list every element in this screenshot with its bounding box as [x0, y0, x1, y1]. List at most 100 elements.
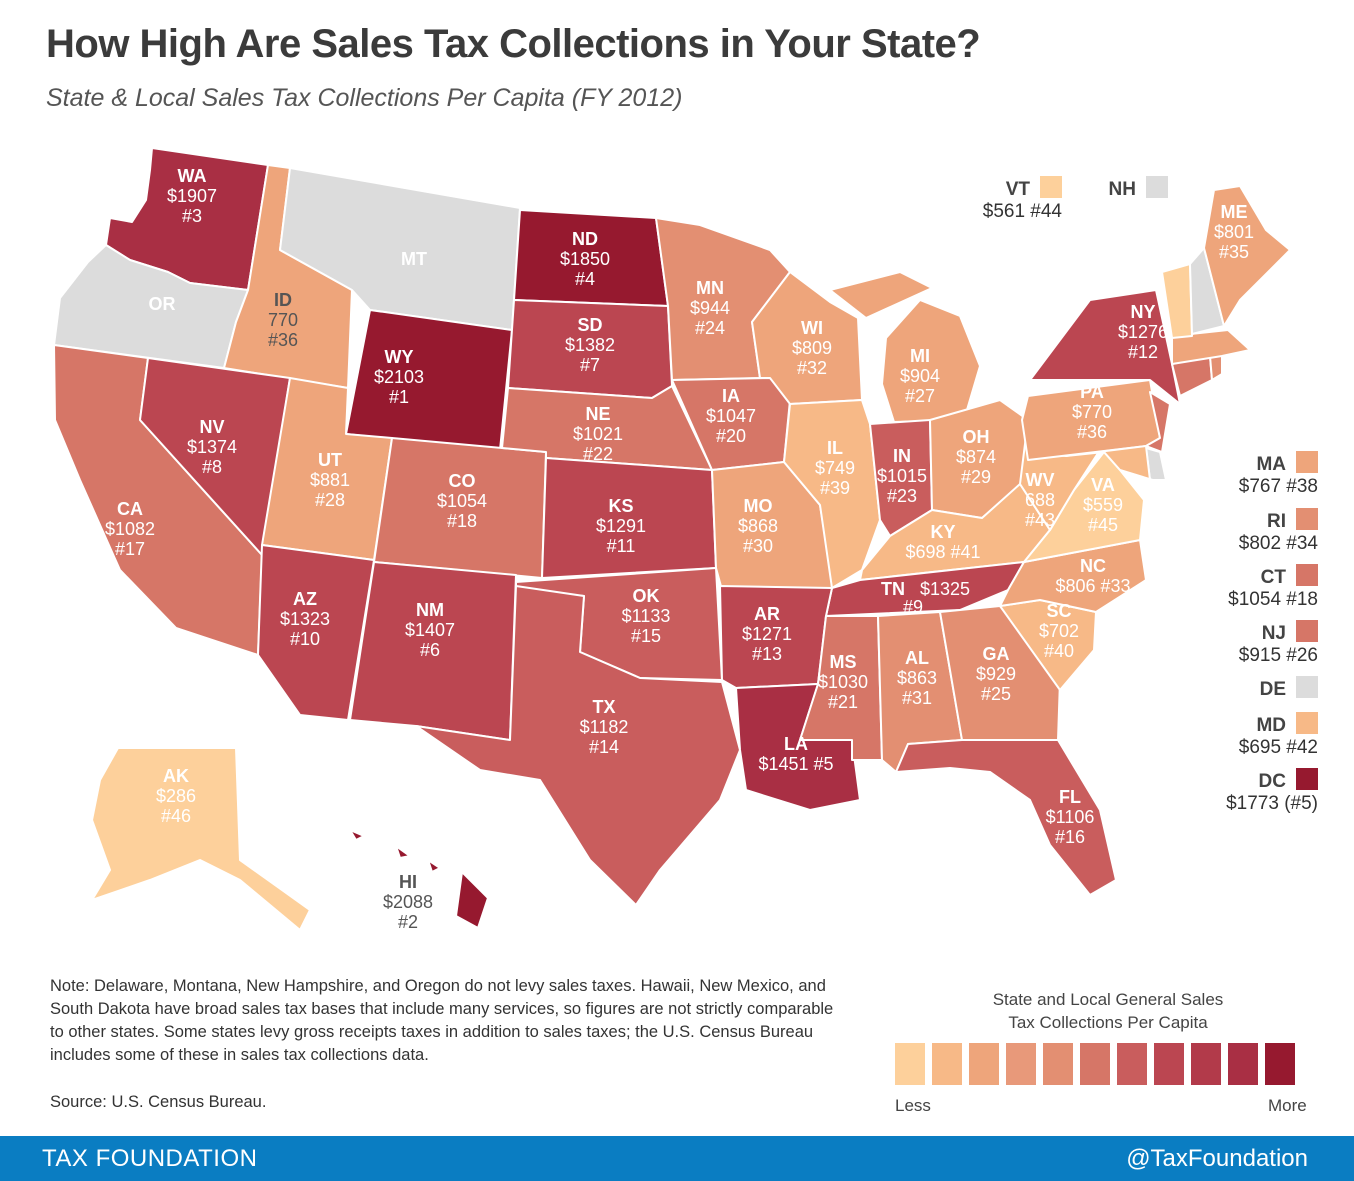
state-label-MN: MN: [696, 278, 724, 298]
state-label-AK: AK: [163, 766, 189, 786]
state-value-AL: $863: [897, 668, 937, 688]
source-note: Source: U.S. Census Bureau.: [50, 1093, 267, 1111]
state-rank-ME: #35: [1219, 242, 1249, 262]
legend-less-label: Less: [895, 1096, 931, 1115]
state-rank-UT: #28: [315, 490, 345, 510]
state-value-WI: $809: [792, 338, 832, 358]
state-label-MO: MO: [744, 496, 773, 516]
state-rank-ND: #4: [575, 269, 595, 289]
swatch-MA: [1296, 451, 1318, 473]
state-value-GA: $929: [976, 664, 1016, 684]
callout-NJ: NJ $915 #26: [1200, 620, 1318, 667]
state-rank-AL: #31: [902, 688, 932, 708]
state-value-OH: $874: [956, 447, 996, 467]
state-label-HI: HI: [399, 872, 417, 892]
state-label-NC: NC: [1080, 556, 1106, 576]
legend-swatch-11: [1265, 1043, 1295, 1085]
state-label-AL: AL: [905, 648, 929, 668]
state-value-WY: $2103: [374, 367, 424, 387]
state-rank-MI: #27: [905, 386, 935, 406]
state-label-SC: SC: [1046, 601, 1071, 621]
state-MD[interactable]: [1065, 445, 1167, 485]
state-label-KY: KY: [930, 522, 955, 542]
state-rank-AR: #13: [752, 644, 782, 664]
state-value-IL: $749: [815, 458, 855, 478]
legend-more-label: More: [1268, 1096, 1307, 1115]
swatch-CT: [1296, 564, 1318, 586]
swatch-RI: [1296, 508, 1318, 530]
state-label-MT: MT: [401, 249, 427, 269]
legend-title-line1: State and Local General Sales: [992, 990, 1224, 1009]
state-NJ[interactable]: [1145, 391, 1171, 453]
state-WY[interactable]: [345, 309, 513, 451]
state-rank-TN: #9: [903, 597, 923, 617]
state-label-KS: KS: [608, 496, 633, 516]
state-value-MS: $1030: [818, 672, 868, 692]
state-rank-NM: #6: [420, 640, 440, 660]
state-VT[interactable]: [1161, 263, 1193, 339]
state-value-UT: $881: [310, 470, 350, 490]
footer-handle[interactable]: @TaxFoundation: [1126, 1145, 1308, 1172]
state-label-PA: PA: [1080, 382, 1104, 402]
state-label-LA: LA: [784, 734, 808, 754]
footer-brand[interactable]: TAX FOUNDATION: [42, 1145, 258, 1172]
state-rank-OK: #15: [631, 626, 661, 646]
state-value-HI: $2088: [383, 892, 433, 912]
state-value-OK: $1133: [622, 606, 671, 626]
state-TX[interactable]: [415, 585, 741, 906]
state-AZ[interactable]: [257, 544, 375, 721]
state-label-OH: OH: [963, 427, 990, 447]
state-rank-CO: #18: [447, 511, 477, 531]
state-rank-NE: #22: [583, 444, 613, 464]
state-value-NE: $1021: [573, 424, 623, 444]
state-rank-MO: #30: [743, 536, 773, 556]
state-rank-SD: #7: [580, 355, 600, 375]
swatch-NH: [1146, 176, 1168, 198]
state-value-TX: $1182: [580, 717, 629, 737]
state-label-AZ: AZ: [293, 589, 317, 609]
state-rank-WV: #43: [1025, 510, 1055, 530]
state-rank-NY: #12: [1128, 342, 1158, 362]
callout-MA: MA $767 #38: [1200, 451, 1318, 498]
state-value-IN: $1015: [877, 466, 927, 486]
state-rank-AK: #46: [161, 806, 191, 826]
state-label-TX: TX: [592, 697, 615, 717]
state-label-GA: GA: [983, 644, 1010, 664]
state-value-MN: $944: [690, 298, 730, 318]
state-line-LA: $1451 #5: [758, 754, 833, 774]
state-rank-ID: #36: [268, 330, 298, 350]
callout-VT: VT $561 #44: [960, 176, 1062, 223]
state-ME[interactable]: [1203, 185, 1291, 327]
state-label-CA: CA: [117, 499, 143, 519]
state-HI[interactable]: [349, 829, 489, 929]
state-rank-SC: #40: [1044, 641, 1074, 661]
state-label-NY: NY: [1130, 302, 1155, 322]
state-label-IN: IN: [893, 446, 911, 466]
state-MI[interactable]: [829, 271, 981, 423]
state-value-PA: $770: [1072, 402, 1112, 422]
swatch-DE: [1296, 676, 1318, 698]
state-MA[interactable]: [1171, 329, 1251, 365]
state-value-ID: 770: [268, 310, 298, 330]
state-label-TN: TN: [881, 579, 905, 599]
legend-swatch-4: [1006, 1043, 1036, 1085]
state-GA[interactable]: [939, 605, 1061, 741]
state-value-AZ: $1323: [280, 609, 330, 629]
state-label-WA: WA: [178, 166, 207, 186]
state-rank-KS: #11: [607, 536, 636, 556]
state-line-NC: $806 #33: [1055, 576, 1130, 596]
state-value-VA: $559: [1083, 495, 1123, 515]
state-label-IL: IL: [827, 438, 843, 458]
callout-CT: CT $1054 #18: [1200, 564, 1318, 611]
state-rank-PA: #36: [1077, 422, 1107, 442]
state-rank-MN: #24: [695, 318, 725, 338]
legend-swatch-2: [932, 1043, 962, 1085]
swatch-DC: [1296, 768, 1318, 790]
state-value-MI: $904: [900, 366, 940, 386]
state-AK[interactable]: [91, 747, 311, 931]
state-rank-WY: #1: [389, 387, 409, 407]
state-rank-VA: #45: [1088, 515, 1118, 535]
callout-RI: RI $802 #34: [1200, 508, 1318, 555]
state-FL[interactable]: [895, 739, 1117, 896]
state-label-IA: IA: [722, 386, 740, 406]
